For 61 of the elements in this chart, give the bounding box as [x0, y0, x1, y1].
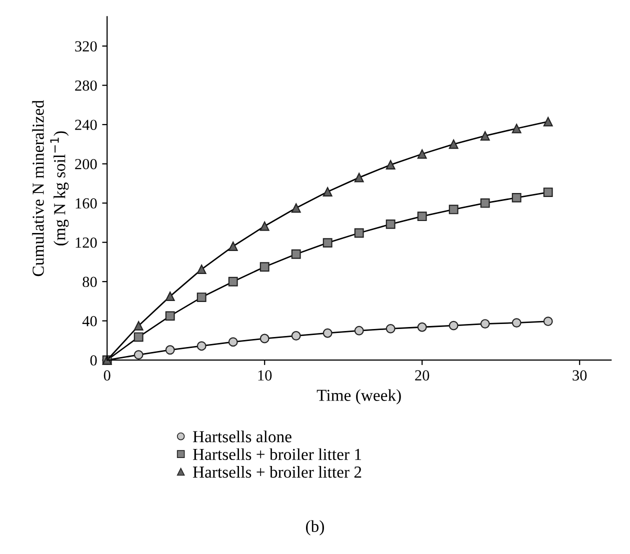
- point: [196, 292, 206, 302]
- x-axis-title: Time (week): [316, 389, 401, 404]
- legend-label: Hartsells alone: [192, 430, 292, 442]
- point: [386, 160, 396, 170]
- point: [480, 131, 490, 141]
- point: [417, 322, 427, 332]
- x-tick-label: 0: [104, 370, 110, 381]
- y-tick-label: 40: [82, 316, 97, 326]
- point: [512, 318, 522, 328]
- point: [196, 341, 206, 351]
- point: [291, 249, 301, 259]
- point: [386, 219, 396, 229]
- point: [165, 311, 175, 321]
- y-tick-label: 80: [82, 276, 97, 288]
- point: [386, 324, 396, 334]
- y-tick-label: 160: [76, 198, 97, 209]
- y-tick-label: 240: [75, 120, 97, 130]
- y-tick-label: 120: [76, 237, 97, 248]
- x-tick-label: 30: [572, 370, 587, 381]
- point: [480, 319, 490, 329]
- point: [448, 204, 458, 214]
- point: [417, 149, 427, 159]
- point: [543, 116, 553, 126]
- point: [322, 187, 332, 197]
- point: [291, 331, 301, 340]
- y-tick-label: 320: [75, 41, 97, 52]
- y-tick-label: 280: [75, 80, 97, 91]
- point: [448, 320, 458, 330]
- point: [291, 203, 301, 213]
- y-axis-title: Cumulative N mineralized (mg N kg soil$^{−1}$): [32, 100, 69, 276]
- point: [480, 198, 490, 208]
- point: [354, 172, 364, 182]
- point: [228, 337, 238, 347]
- x-tick-label: 20: [415, 370, 430, 381]
- point: [228, 276, 238, 286]
- point: [512, 192, 522, 202]
- y-tick-label: 200: [75, 158, 97, 170]
- legend-label: Hartsells + broiler litter 2: [192, 466, 362, 478]
- point: [512, 124, 522, 134]
- point: [322, 238, 332, 248]
- point: [260, 221, 270, 231]
- point: [228, 242, 238, 251]
- point: [165, 345, 175, 355]
- legend-label: Hartsells + broiler litter 1: [192, 448, 362, 460]
- point: [134, 332, 144, 342]
- point: [354, 228, 364, 238]
- point: [165, 292, 175, 302]
- point: [134, 350, 144, 360]
- point: [448, 139, 458, 149]
- point: [134, 321, 144, 330]
- point: [260, 262, 270, 272]
- point: [322, 328, 332, 338]
- point: [543, 316, 553, 326]
- point: [543, 188, 553, 198]
- point: [196, 264, 206, 274]
- point: [354, 326, 364, 336]
- x-tick-label: 10: [258, 370, 272, 381]
- point: [260, 334, 270, 344]
- point: [417, 212, 427, 222]
- text: (b): [306, 520, 324, 536]
- y-tick-label: 0: [90, 355, 97, 366]
